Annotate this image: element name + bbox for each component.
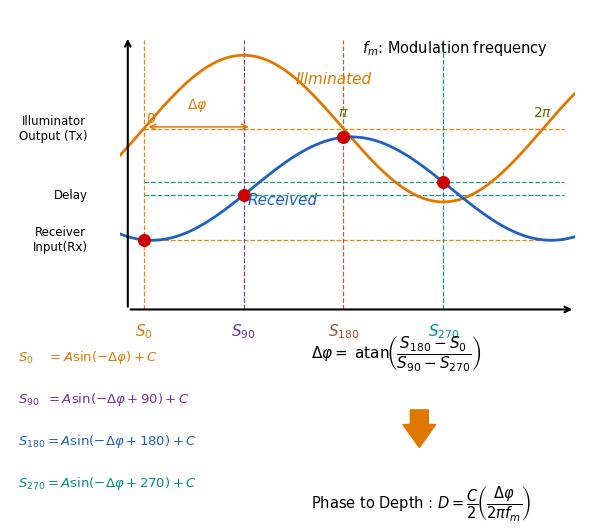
Text: $S_{270}$: $S_{270}$ xyxy=(428,322,459,341)
Text: $S_{90}$: $S_{90}$ xyxy=(231,322,256,341)
Text: $\pi$: $\pi$ xyxy=(338,106,349,120)
Point xyxy=(438,178,448,186)
Text: $S_0$: $S_0$ xyxy=(135,322,153,341)
Text: Delay: Delay xyxy=(54,188,88,202)
Text: $S_{180} = A\sin(-\Delta\varphi + 180) + C$: $S_{180} = A\sin(-\Delta\varphi + 180) +… xyxy=(18,433,197,450)
Text: $\Delta\varphi = \; \mathrm{atan}\!\left(\dfrac{S_{180} - S_0}{S_{90} - S_{270}}: $\Delta\varphi = \; \mathrm{atan}\!\left… xyxy=(311,334,482,373)
Text: $S_{90} \;\; = A\sin(-\Delta\varphi + 90) + C$: $S_{90} \;\; = A\sin(-\Delta\varphi + 90… xyxy=(18,391,190,408)
Point xyxy=(139,235,149,244)
Text: Illminated: Illminated xyxy=(295,72,371,87)
Text: $S_{270} = A\sin(-\Delta\varphi + 270) + C$: $S_{270} = A\sin(-\Delta\varphi + 270) +… xyxy=(18,475,197,491)
Text: Received: Received xyxy=(247,193,317,208)
Text: $f_m$: Modulation frequency: $f_m$: Modulation frequency xyxy=(362,39,548,58)
Text: 0: 0 xyxy=(146,112,155,126)
FancyArrow shape xyxy=(403,410,436,448)
Text: $S_{180}$: $S_{180}$ xyxy=(328,322,359,341)
Point xyxy=(338,133,348,142)
Text: $\Delta\varphi$: $\Delta\varphi$ xyxy=(187,97,208,114)
Text: $S_0 \;\;\;\; = A\sin(-\Delta\varphi) + C$: $S_0 \;\;\;\; = A\sin(-\Delta\varphi) + … xyxy=(18,349,158,366)
Text: Receiver
Input(Rx): Receiver Input(Rx) xyxy=(33,226,88,254)
Text: $2\pi$: $2\pi$ xyxy=(534,106,553,120)
Text: Illuminator
Output (Tx): Illuminator Output (Tx) xyxy=(19,115,88,143)
Point xyxy=(239,191,249,199)
Text: Phase to Depth : $D = \dfrac{C}{2}\!\left(\dfrac{\Delta\varphi}{2\pi f_m}\right): Phase to Depth : $D = \dfrac{C}{2}\!\lef… xyxy=(311,485,532,523)
